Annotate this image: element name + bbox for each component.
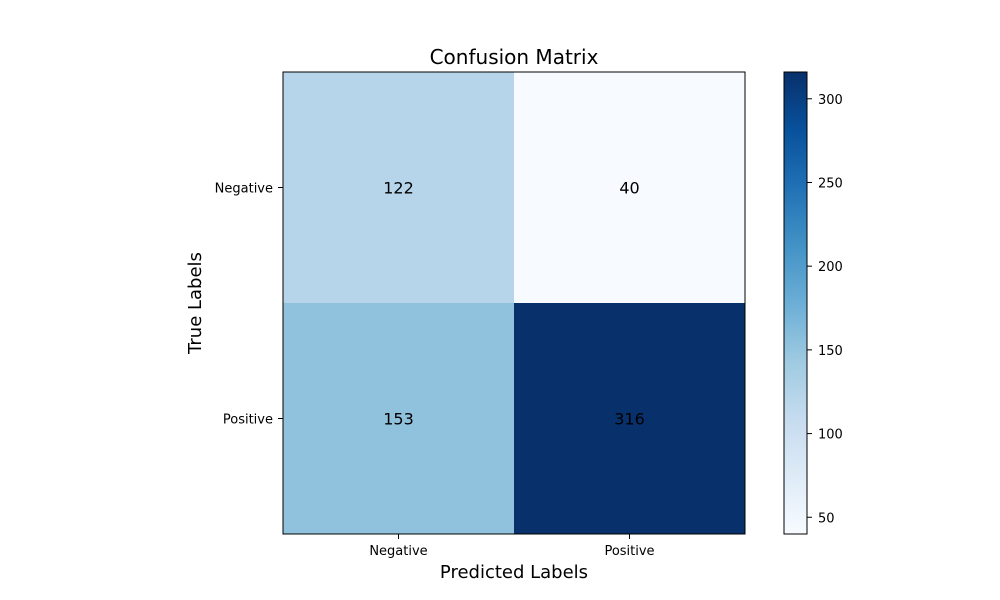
colorbar-tick-label: 150	[818, 344, 843, 359]
colorbar-tick-label: 300	[818, 93, 843, 108]
x-tick-label: Positive	[604, 544, 654, 559]
heatmap-cell	[514, 303, 745, 534]
colorbar-tick-label: 100	[818, 428, 843, 443]
y-tick-label: Negative	[215, 182, 273, 197]
colorbar-tick-label: 50	[818, 511, 835, 526]
plot-frame	[282, 71, 746, 535]
x-axis-label: Predicted Labels	[440, 562, 588, 583]
y-axis-ticks: Negative Positive	[215, 182, 283, 428]
heatmap-cells: 122 40 153 316	[283, 72, 745, 534]
cell-value-label: 316	[614, 410, 645, 429]
y-axis-label: True Labels	[185, 252, 206, 355]
colorbar-ticks: 50 100 150 200 250 300	[807, 93, 843, 526]
y-tick-label: Positive	[223, 413, 273, 428]
x-tick-label: Negative	[369, 544, 427, 559]
cell-value-label: 40	[619, 179, 639, 198]
x-axis-ticks: Negative Positive	[369, 534, 655, 559]
cell-value-label: 122	[383, 179, 414, 198]
heatmap-cell	[283, 303, 514, 534]
chart-title: Confusion Matrix	[430, 45, 599, 69]
colorbar-tick-label: 250	[818, 176, 843, 191]
cell-value-label: 153	[383, 410, 414, 429]
heatmap-cell	[514, 72, 745, 303]
heatmap-cell	[283, 72, 514, 303]
colorbar-tick-label: 200	[818, 260, 843, 275]
colorbar	[783, 71, 808, 535]
